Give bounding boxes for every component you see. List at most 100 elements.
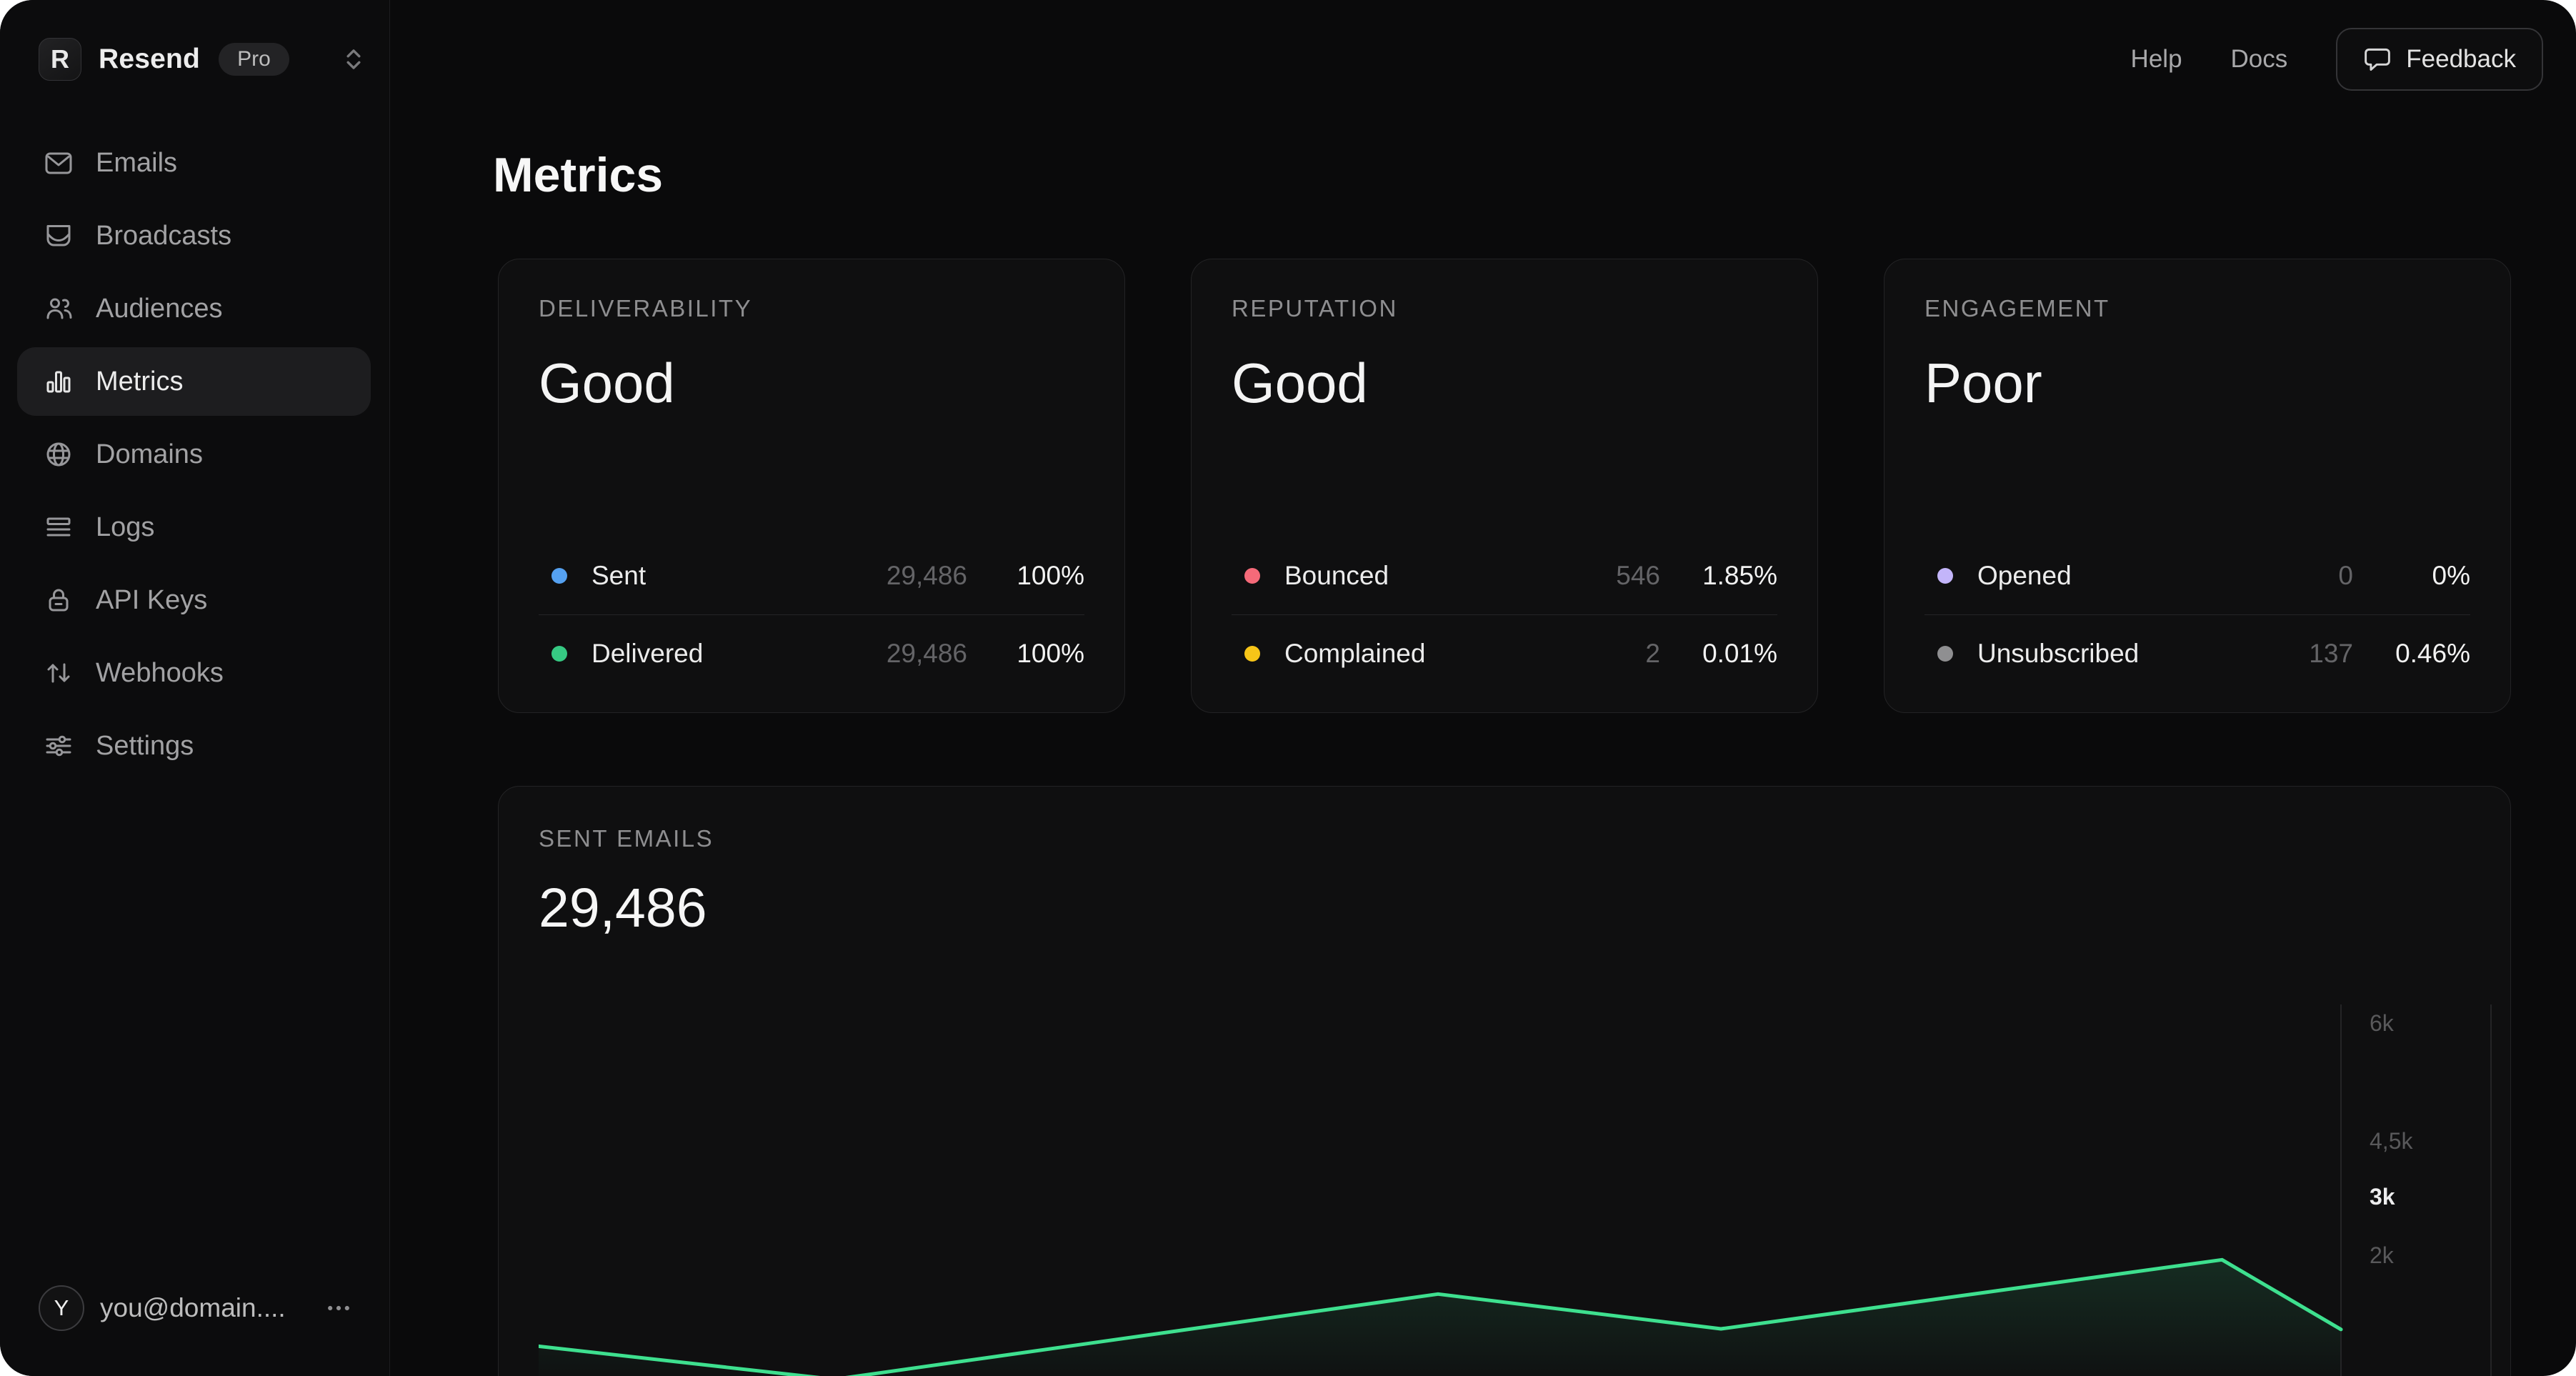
metric-card-deliverability: DELIVERABILITY Good Sent 29,486 100% Delivere… <box>498 259 1125 713</box>
metric-label: Sent <box>591 561 647 590</box>
sidebar-item-label: Logs <box>96 512 155 542</box>
sidebar-item-label: Webhooks <box>96 657 224 688</box>
chart-area-fill <box>539 1260 2341 1376</box>
sidebar-item-audiences[interactable]: Audiences <box>17 274 371 343</box>
sidebar-item-metrics[interactable]: Metrics <box>17 347 371 416</box>
metric-percent: 100% <box>1017 639 1084 668</box>
feedback-bubble-icon <box>2363 45 2392 74</box>
page-title: Metrics <box>493 148 664 202</box>
y-axis-tick-label: 2k <box>2370 1242 2395 1268</box>
sidebar-item-label: Audiences <box>96 293 223 324</box>
metric-row-sent: Sent 29,486 100% <box>539 543 1084 609</box>
row-divider <box>1232 614 1777 615</box>
chart-total-value: 29,486 <box>539 877 707 939</box>
metric-label: Opened <box>1977 561 2072 590</box>
card-status-value: Good <box>539 352 675 414</box>
metric-dot-icon <box>551 568 567 584</box>
metric-percent: 1.85% <box>1702 561 1777 590</box>
metric-dot-icon <box>1937 568 1953 584</box>
sidebar-item-settings[interactable]: Settings <box>17 712 371 780</box>
arrows-up-down-icon <box>43 657 74 689</box>
metric-percent: 0.01% <box>1702 639 1777 668</box>
card-metric-rows: Opened 0 0% Unsubscribed 137 0.46% <box>1924 543 2470 687</box>
metric-row-bounced: Bounced 546 1.85% <box>1232 543 1777 609</box>
y-axis-tick-label: 4,5k <box>2370 1128 2413 1154</box>
card-status-value: Good <box>1232 352 1368 414</box>
logs-icon <box>43 512 74 543</box>
metric-count: 137 <box>2309 639 2353 668</box>
metric-count: 29,486 <box>886 561 967 590</box>
metric-row-unsubscribed: Unsubscribed 137 0.46% <box>1924 621 2470 687</box>
workspace-switcher[interactable]: R Resend Pro <box>39 37 367 81</box>
y-axis-tick-label: 6k <box>2370 1010 2395 1036</box>
card-status-value: Poor <box>1924 352 2042 414</box>
metric-percent: 0.46% <box>2395 639 2470 668</box>
metric-card-reputation: REPUTATION Good Bounced 546 1.85% Complained 2… <box>1191 259 1818 713</box>
feedback-button[interactable]: Feedback <box>2336 28 2543 91</box>
metric-label: Bounced <box>1284 561 1389 590</box>
card-category-label: DELIVERABILITY <box>539 295 753 321</box>
metric-row-opened: Opened 0 0% <box>1924 543 2470 609</box>
metric-row-complained: Complained 2 0.01% <box>1232 621 1777 687</box>
sidebar-item-emails[interactable]: Emails <box>17 129 371 197</box>
card-metric-rows: Sent 29,486 100% Delivered 29,486 100% <box>539 543 1084 687</box>
plan-badge: Pro <box>219 43 289 76</box>
sidebar-item-domains[interactable]: Domains <box>17 420 371 489</box>
metric-count: 29,486 <box>886 639 967 668</box>
top-link-help[interactable]: Help <box>2130 45 2182 73</box>
metric-count: 0 <box>2338 561 2353 590</box>
resend-logo: R <box>39 38 81 81</box>
feedback-label: Feedback <box>2406 45 2516 73</box>
sidebar-item-label: Broadcasts <box>96 220 232 251</box>
card-metric-rows: Bounced 546 1.85% Complained 2 0.01% <box>1232 543 1777 687</box>
more-options-icon[interactable] <box>324 1294 353 1322</box>
sidebar-item-logs[interactable]: Logs <box>17 493 371 562</box>
y-axis-tick-label: 3k <box>2370 1184 2395 1210</box>
row-divider <box>1924 614 2470 615</box>
metric-percent: 100% <box>1017 561 1084 590</box>
row-divider <box>539 614 1084 615</box>
metric-label: Unsubscribed <box>1977 639 2140 668</box>
sidebar-nav: Emails Broadcasts Audiences Metrics Domains L… <box>0 126 389 784</box>
top-link-docs[interactable]: Docs <box>2230 45 2288 73</box>
metric-dot-icon <box>1937 646 1953 662</box>
chart-category-label: SENT EMAILS <box>539 825 714 852</box>
card-category-label: REPUTATION <box>1232 295 1398 321</box>
top-links: Help Docs <box>2131 45 2337 74</box>
metric-label: Complained <box>1284 639 1426 668</box>
sliders-icon <box>43 730 74 762</box>
sidebar-item-api-keys[interactable]: API Keys <box>17 566 371 634</box>
lock-icon <box>43 584 74 616</box>
sidebar: R Resend Pro Emails Broadcasts Audiences Me… <box>0 0 390 1376</box>
brand-name: Resend <box>99 44 201 74</box>
sidebar-item-label: Domains <box>96 439 203 469</box>
avatar: Y <box>39 1285 84 1331</box>
chevron-up-down-icon[interactable] <box>340 46 367 73</box>
sent-emails-chart: 6k 4,5k 3k 2k <box>539 1004 2492 1376</box>
summary-cards-row: DELIVERABILITY Good Sent 29,486 100% Delivere… <box>498 259 2511 713</box>
sidebar-item-broadcasts[interactable]: Broadcasts <box>17 201 371 270</box>
sent-emails-line <box>539 1257 2343 1376</box>
metric-dot-icon <box>1244 568 1260 584</box>
sidebar-item-label: Metrics <box>96 366 184 397</box>
sidebar-item-label: Settings <box>96 730 194 761</box>
metric-row-delivered: Delivered 29,486 100% <box>539 621 1084 687</box>
sidebar-item-label: Emails <box>96 147 178 178</box>
metric-percent: 0% <box>2432 561 2470 590</box>
metric-card-engagement: ENGAGEMENT Poor Opened 0 0% Unsubscribed 137 0.… <box>1884 259 2511 713</box>
mail-icon <box>43 147 74 179</box>
metric-count: 2 <box>1645 639 1660 668</box>
metric-count: 546 <box>1616 561 1660 590</box>
metric-dot-icon <box>1244 646 1260 662</box>
card-category-label: ENGAGEMENT <box>1924 295 2110 321</box>
metric-dot-icon <box>551 646 567 662</box>
sidebar-item-label: API Keys <box>96 584 208 615</box>
user-account-row: Y you@domain.... <box>39 1285 353 1331</box>
sidebar-item-webhooks[interactable]: Webhooks <box>17 639 371 707</box>
top-bar: Help Docs Feedback <box>2131 28 2543 91</box>
audiences-icon <box>43 293 74 324</box>
user-email: you@domain.... <box>100 1293 286 1322</box>
globe-icon <box>43 439 74 470</box>
broadcast-icon <box>43 220 74 251</box>
